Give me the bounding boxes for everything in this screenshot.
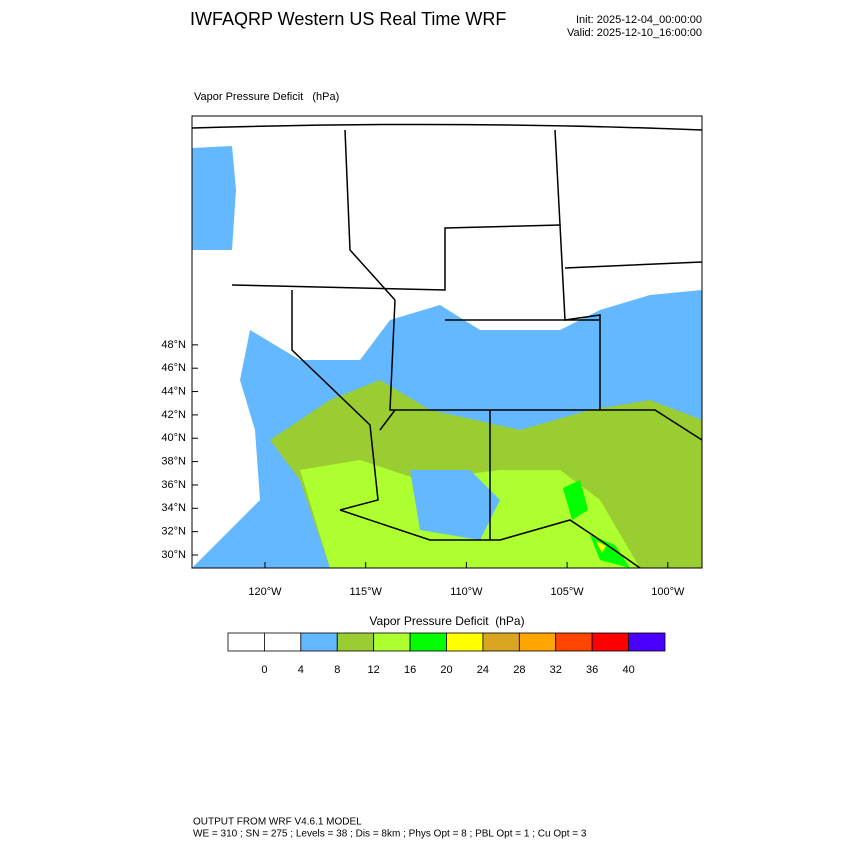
colorbar-label: 32 (550, 664, 562, 676)
lat-label: 32°N (161, 526, 186, 538)
lon-label: 100°W (651, 586, 685, 598)
colorbar-label: 28 (513, 664, 525, 676)
map-field (192, 116, 702, 568)
colorbar-label: 40 (622, 664, 634, 676)
valid-time: Valid: 2025-12-10_16:00:00 (567, 27, 702, 39)
lat-label: 36°N (161, 479, 186, 491)
legend-title: Vapor Pressure Deficit (hPa) (369, 614, 524, 628)
map-label: Vapor Pressure Deficit (hPa) (194, 91, 339, 103)
footer-line: WE = 310 ; SN = 275 ; Levels = 38 ; Dis … (193, 829, 587, 840)
lat-label: 40°N (161, 432, 186, 444)
colorbar-box (591, 632, 629, 652)
colorbar-box (300, 632, 338, 652)
lat-label: 42°N (161, 409, 186, 421)
colorbar-label: 0 (261, 664, 267, 676)
colorbar-box (518, 632, 557, 652)
map-frame (191, 115, 703, 569)
lon-label: 120°W (248, 586, 282, 598)
lat-label: 44°N (161, 385, 186, 397)
colorbar-box (373, 632, 411, 652)
lat-label: 38°N (161, 456, 186, 468)
lat-label: 30°N (161, 549, 186, 561)
lon-label: 115°W (350, 586, 383, 598)
colorbar-label: 24 (477, 664, 489, 676)
init-time: Init: 2025-12-04_00:00:00 (576, 14, 702, 26)
colorbar-box (264, 632, 302, 652)
colorbar-box (409, 632, 447, 652)
lon-label: 110°W (450, 586, 483, 598)
colorbar: 0 4 8 12 16 20 24 28 32 36 40 (227, 632, 666, 676)
colorbar-box (446, 632, 484, 652)
colorbar-box (482, 632, 520, 652)
title: IWFAQRP Western US Real Time WRF (190, 9, 506, 29)
lat-label: 46°N (161, 362, 186, 374)
colorbar-box (336, 632, 375, 652)
lat-label: 34°N (161, 502, 186, 514)
lon-label: 105°W (551, 586, 585, 598)
colorbar-label: 36 (586, 664, 598, 676)
lat-label: 48°N (161, 339, 186, 351)
colorbar-label: 20 (440, 664, 452, 676)
colorbar-box (227, 632, 265, 652)
colorbar-label: 12 (368, 664, 380, 676)
colorbar-label: 8 (334, 664, 340, 676)
colorbar-label: 16 (404, 664, 416, 676)
map-axes: 30°N 32°N 34°N 36°N 38°N 40°N 42°N 44°N 46°N 48°N… (161, 339, 685, 598)
colorbar-label: 4 (298, 664, 304, 676)
colorbar-box (555, 632, 593, 652)
colorbar-box (628, 632, 666, 652)
footer-line: OUTPUT FROM WRF V4.6.1 MODEL (193, 817, 362, 828)
